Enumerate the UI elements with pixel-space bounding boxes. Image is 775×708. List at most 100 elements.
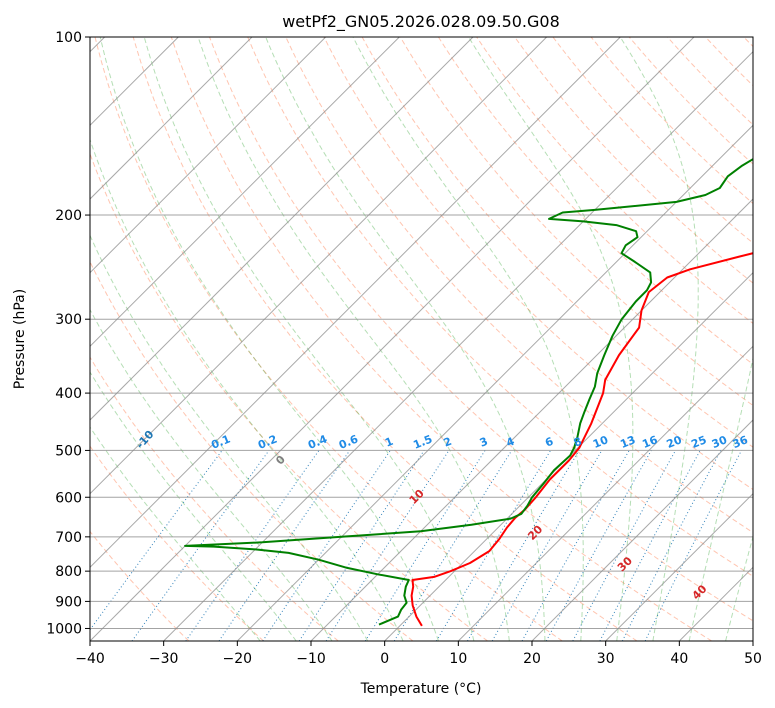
- dry-adiabat-line: [209, 37, 753, 622]
- mixing-ratio-label: 0.4: [306, 432, 329, 451]
- y-tick-label: 900: [55, 594, 82, 610]
- y-tick-label: 200: [55, 208, 82, 224]
- moist-adiabat-line: [725, 534, 753, 641]
- y-tick-label: 400: [55, 386, 82, 402]
- mixing-ratio-label: 6: [543, 435, 555, 450]
- moist-adiabat-line: [90, 426, 261, 641]
- dry-adiabat-line: [90, 260, 414, 641]
- moist-adiabat-label: 40: [690, 582, 710, 602]
- y-tick-label: 1000: [46, 621, 82, 637]
- x-tick-label: −10: [296, 651, 326, 667]
- sounding-series: [184, 157, 753, 627]
- x-tick-label: 10: [449, 651, 467, 667]
- isotherm-line: [163, 50, 753, 641]
- dry-adiabat-line: [323, 37, 753, 491]
- mixing-ratio-line: [90, 450, 223, 631]
- dry-adiabat-line: [514, 37, 753, 284]
- y-tick-label: 300: [55, 312, 82, 328]
- dry-adiabat-line: [247, 37, 753, 577]
- dry-adiabat-line: [90, 530, 190, 641]
- moist-adiabat-line: [143, 37, 475, 641]
- mixing-ratio-line: [185, 450, 320, 641]
- dry-adiabat-label: -10: [134, 428, 157, 452]
- moist-adiabat-label: 10: [407, 487, 427, 507]
- moist-adiabat-line: [352, 37, 584, 641]
- isotherm-line: [90, 37, 695, 641]
- dry-adiabat-line: [132, 37, 638, 641]
- mixing-ratio-label: 0.6: [337, 432, 360, 451]
- mixing-ratio-label: 0.2: [256, 433, 279, 452]
- isobars: [90, 37, 753, 629]
- mixing-ratio-label: 25: [689, 433, 708, 451]
- isotherm-line: [90, 37, 474, 421]
- moist-adiabat-line: [688, 355, 753, 641]
- x-axis: −40 −30 −20 −10 0 10 20 30 40 50: [75, 641, 762, 667]
- mixing-ratio-label: 3: [478, 435, 490, 450]
- mixing-ratio-line: [545, 450, 652, 641]
- isotherm-line: [236, 124, 753, 641]
- dry-adiabat-line: [667, 37, 753, 126]
- grid-layer: -100-90-80-70-60-50-40-30-20-10010203040…: [90, 37, 753, 641]
- dry-adiabat-line: [90, 152, 488, 641]
- mixing-ratio-label: 1: [383, 435, 395, 450]
- mixing-ratio-line: [218, 450, 351, 641]
- x-axis-label: Temperature (°C): [360, 681, 482, 697]
- dry-adiabat-line: [170, 37, 712, 641]
- isotherm-line: [310, 198, 753, 641]
- dry-adiabat-line: [590, 37, 753, 205]
- dry-adiabat-line: [90, 445, 264, 641]
- x-tick-label: −40: [75, 651, 105, 667]
- mixing-ratio-line: [262, 450, 391, 641]
- mixing-ratio-label: 20: [665, 433, 684, 451]
- mixing-ratio-label: 8: [572, 435, 584, 450]
- y-tick-label: 800: [55, 564, 82, 580]
- isotherm-line: [752, 640, 753, 641]
- y-tick-label: 500: [55, 443, 82, 459]
- mixing-ratio-label: 2: [442, 435, 454, 450]
- dry-adiabat-line: [90, 356, 339, 641]
- x-tick-label: 40: [670, 651, 688, 667]
- chart-title: wetPf2_GN05.2026.028.09.50.G08: [282, 12, 560, 32]
- dry-adiabat-line: [399, 37, 753, 407]
- moist-adiabat-label: 0: [273, 453, 288, 468]
- moist-adiabat-line: [265, 37, 546, 641]
- mixing-ratio-line: [599, 450, 701, 641]
- moist-adiabat-line: [90, 308, 333, 641]
- isotherm-line: [384, 271, 753, 641]
- isotherm-line: [605, 492, 753, 641]
- mixing-ratio-line: [435, 450, 552, 641]
- dry-adiabat-line: [476, 37, 753, 325]
- moist-adiabat-line: [90, 234, 369, 641]
- moist-adiabat-label: 20: [525, 523, 545, 543]
- mixing-ratio-line: [298, 450, 425, 641]
- isotherm-line: [531, 419, 753, 641]
- moist-adiabat-line: [619, 37, 699, 641]
- moist-adiabat-line: [468, 37, 634, 641]
- moist-adiabat-line: [197, 37, 510, 641]
- moist-adiabat-line: [90, 138, 404, 641]
- dry-adiabats: [90, 37, 753, 641]
- y-tick-label: 600: [55, 490, 82, 506]
- mixing-ratio-line: [364, 450, 486, 641]
- mixing-ratio-label: 13: [618, 433, 637, 451]
- series-line-0: [410, 252, 753, 627]
- x-tick-label: 30: [597, 651, 615, 667]
- isotherm-line: [90, 37, 621, 569]
- isotherm-line: [90, 37, 327, 274]
- mixing-ratio-label: 16: [640, 433, 659, 451]
- dry-adiabat-line: [705, 37, 753, 87]
- y-tick-label: 100: [55, 30, 82, 46]
- mixing-ratio-line: [621, 450, 722, 641]
- mixing-ratio-label: 30: [710, 433, 729, 451]
- mixing-ratio-label: 10: [591, 433, 610, 451]
- mixing-ratio-line: [393, 450, 513, 641]
- y-axis: 100 200 300 400 500 600 700 800 900 1000: [46, 30, 90, 637]
- mixing-ratio-label: 36: [731, 433, 750, 451]
- moist-adiabats: [90, 37, 753, 641]
- x-tick-label: 20: [523, 651, 541, 667]
- x-tick-label: 50: [744, 651, 762, 667]
- moist-adiabat-line: [99, 37, 439, 641]
- dry-adiabat-line: [361, 37, 753, 448]
- mixing-ratio-label: 1.5: [411, 432, 434, 451]
